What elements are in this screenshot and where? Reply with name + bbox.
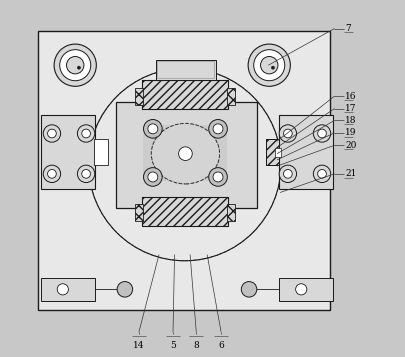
Circle shape [179,147,192,161]
Circle shape [43,165,61,182]
Circle shape [48,170,56,178]
Circle shape [57,284,68,295]
Circle shape [213,172,223,182]
Bar [275,148,281,157]
Bar [266,139,279,165]
Text: 8: 8 [194,342,199,351]
Bar [142,196,228,226]
Text: 7: 7 [345,24,351,33]
Circle shape [213,124,223,134]
Circle shape [148,124,158,134]
Circle shape [248,44,290,86]
Bar [279,115,333,189]
Ellipse shape [151,124,220,184]
Bar [227,88,235,105]
Circle shape [89,68,281,261]
Circle shape [77,125,95,142]
Text: 6: 6 [218,342,224,351]
Circle shape [318,129,326,138]
Circle shape [77,165,95,182]
Circle shape [241,282,257,297]
Bar [143,125,227,181]
Text: 17: 17 [345,104,357,113]
Circle shape [43,125,61,142]
Circle shape [313,165,331,182]
Bar [227,204,235,221]
Text: 20: 20 [345,141,357,150]
Circle shape [209,120,227,138]
Bar [135,204,143,221]
Text: 16: 16 [345,92,357,101]
Bar [115,102,257,208]
Bar [142,80,228,109]
Bar [41,278,96,301]
Circle shape [82,170,90,178]
Circle shape [313,125,331,142]
Bar [41,115,96,189]
Bar [266,139,279,165]
Bar [142,80,228,109]
Circle shape [318,170,326,178]
Circle shape [254,50,285,81]
Circle shape [296,284,307,295]
Text: 21: 21 [345,169,357,178]
Circle shape [148,172,158,182]
Bar [142,196,228,226]
Text: 14: 14 [133,342,145,351]
Bar [38,31,330,311]
Bar [94,139,108,165]
Circle shape [117,282,133,297]
Circle shape [284,129,292,138]
Circle shape [209,168,227,186]
Bar [135,88,143,105]
Circle shape [66,56,84,74]
Circle shape [54,44,96,86]
Circle shape [260,56,278,74]
Circle shape [271,66,275,69]
Circle shape [48,129,56,138]
Circle shape [143,168,162,186]
Text: 5: 5 [170,342,176,351]
Bar [156,60,215,80]
Bar [158,61,214,78]
Circle shape [284,170,292,178]
Text: 19: 19 [345,129,357,137]
Circle shape [143,120,162,138]
Circle shape [60,50,91,81]
Circle shape [82,129,90,138]
Text: 18: 18 [345,116,357,125]
Bar [279,278,333,301]
Circle shape [279,125,296,142]
Circle shape [77,66,81,69]
Circle shape [279,165,296,182]
